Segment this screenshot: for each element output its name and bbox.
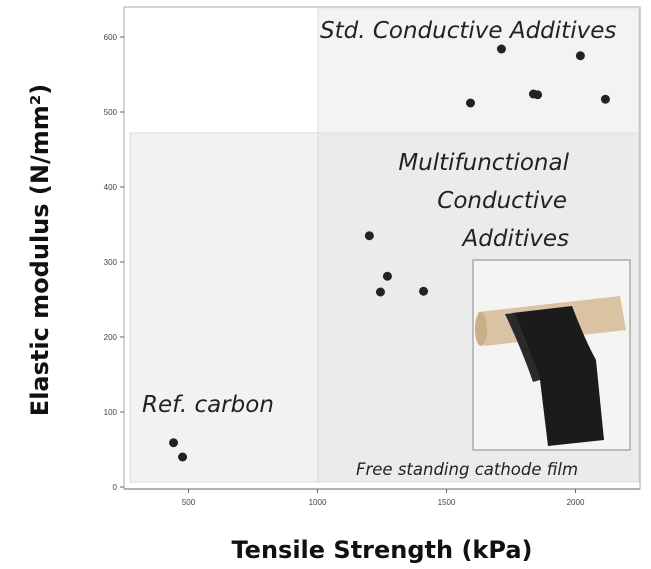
x-tick-label: 1500 [438, 498, 456, 507]
point [600, 94, 610, 104]
annotation: Free standing cathode film [356, 460, 578, 479]
photo [472, 259, 631, 451]
annotation: Ref. carbon [142, 392, 274, 418]
point [178, 452, 188, 462]
y-tick-label: 600 [104, 33, 118, 42]
annotation: Conductive [437, 188, 567, 214]
x-tick-label: 500 [182, 498, 196, 507]
annotation: Additives [461, 226, 569, 252]
annotation: Multifunctional [398, 150, 569, 176]
y-tick-label: 500 [104, 108, 118, 117]
point [496, 44, 506, 54]
region-ref [129, 132, 319, 483]
point [375, 287, 385, 297]
annotation: Std. Conductive Additives [320, 18, 616, 44]
y-tick-label: 400 [104, 183, 118, 192]
point [419, 286, 429, 296]
point [533, 90, 543, 100]
x-tick-label: 2000 [567, 498, 585, 507]
x-axis-label: Tensile Strength (kPa) [231, 536, 532, 564]
point [364, 231, 374, 241]
point [382, 271, 392, 281]
point [169, 438, 179, 448]
y-axis-label: Elastic modulus (N/mm²) [26, 84, 54, 416]
x-tick-label: 1000 [309, 498, 327, 507]
point [465, 98, 475, 108]
y-tick-label: 100 [104, 408, 118, 417]
point [575, 51, 585, 61]
y-tick-label: 0 [113, 483, 118, 492]
region-std [317, 8, 640, 134]
y-tick-label: 200 [104, 333, 118, 342]
y-tick-label: 300 [104, 258, 118, 267]
